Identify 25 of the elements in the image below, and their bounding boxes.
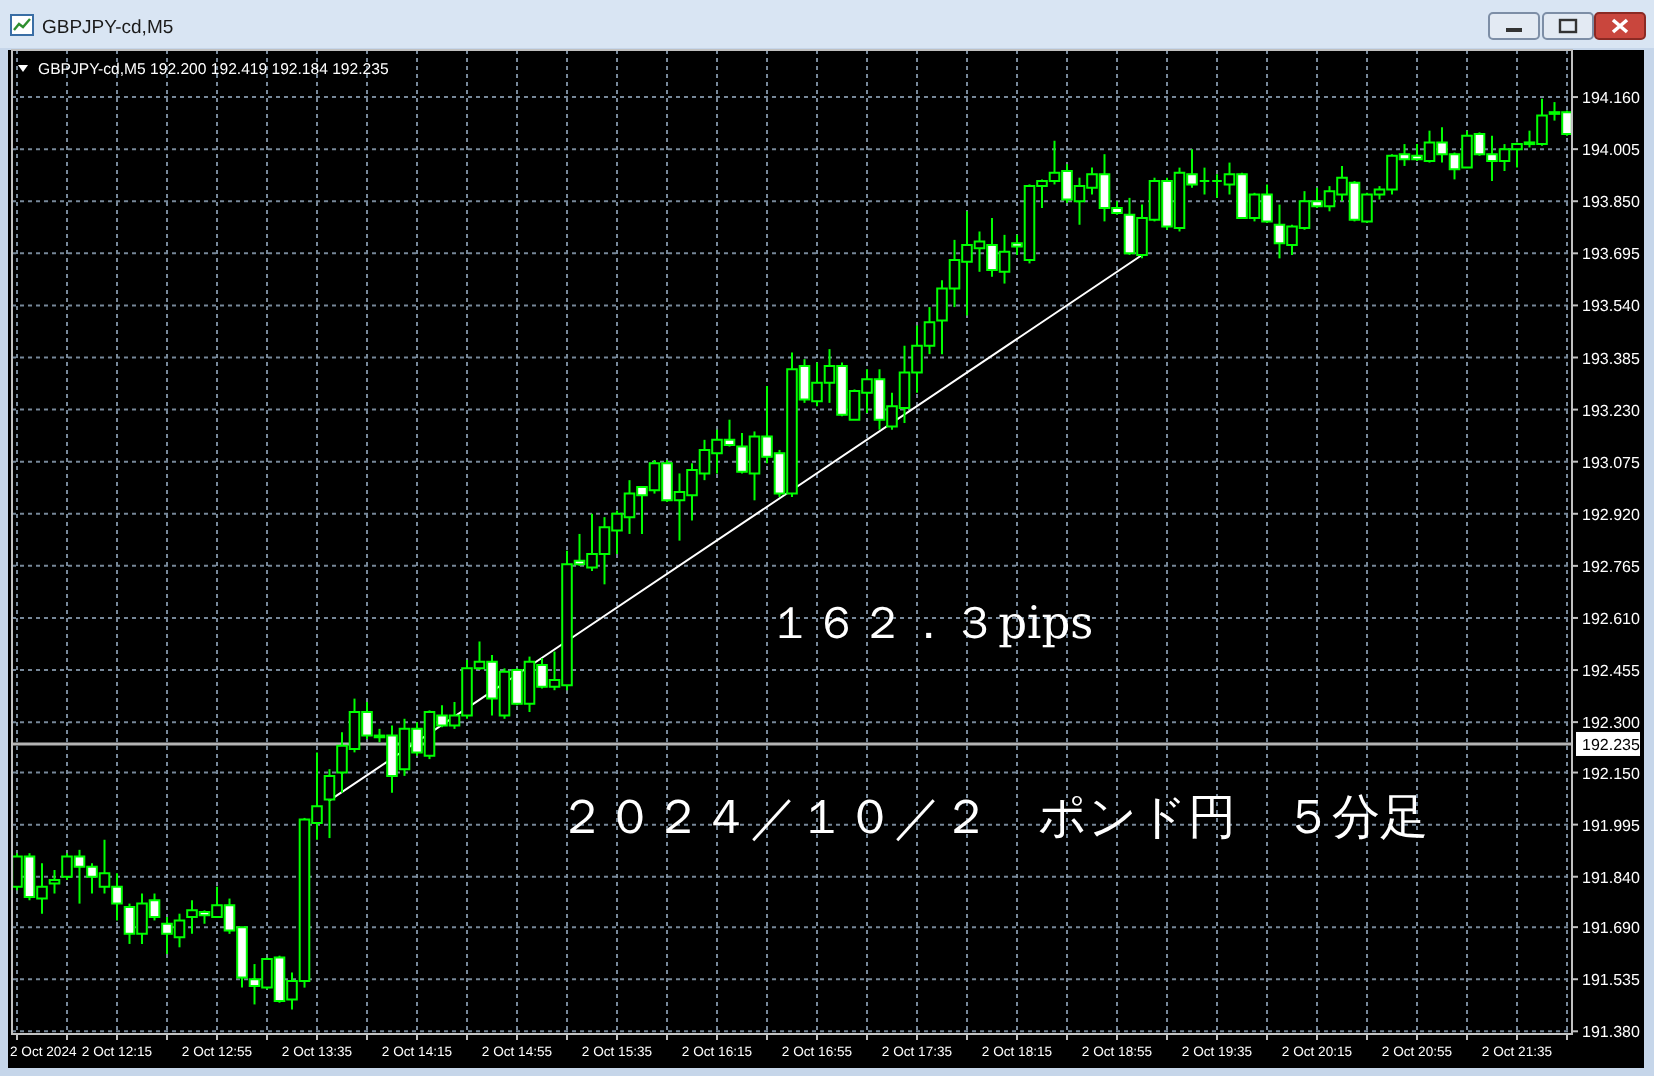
y-tick-label: 193.540 — [1582, 297, 1641, 316]
y-tick-label: 192.610 — [1582, 609, 1641, 628]
y-tick-label: 192.150 — [1582, 764, 1641, 783]
y-tick-label: 192.920 — [1582, 505, 1641, 524]
y-tick-label: 193.075 — [1582, 453, 1641, 472]
ref-line-label: 192.235 — [1582, 735, 1641, 754]
chart-title: GBPJPY-cd,M5 — [42, 17, 174, 39]
candlestick — [323, 768, 336, 840]
y-tick-label: 193.695 — [1582, 245, 1641, 264]
y-tick-label: 193.230 — [1582, 401, 1641, 420]
y-tick-label: 191.380 — [1582, 1023, 1641, 1042]
annotation: １６２．３pips — [768, 598, 1094, 651]
y-tick-label: 191.840 — [1582, 868, 1641, 887]
y-tick-label: 194.160 — [1582, 89, 1641, 108]
y-tick-label: 193.850 — [1582, 193, 1641, 212]
y-tick-label: 193.385 — [1582, 349, 1641, 368]
candlestick — [48, 869, 61, 895]
y-tick-label: 192.300 — [1582, 714, 1641, 733]
y-tick-label: 194.005 — [1582, 141, 1641, 160]
y-tick-label: 191.690 — [1582, 919, 1641, 938]
y-tick-label: 192.455 — [1582, 662, 1641, 681]
y-tick-label: 191.995 — [1582, 816, 1641, 835]
y-tick-label: 191.535 — [1582, 971, 1641, 990]
annotation: ２０２４／１０／２ ポンド円 ５分足 — [558, 788, 1429, 845]
y-tick-label: 192.765 — [1582, 557, 1641, 576]
